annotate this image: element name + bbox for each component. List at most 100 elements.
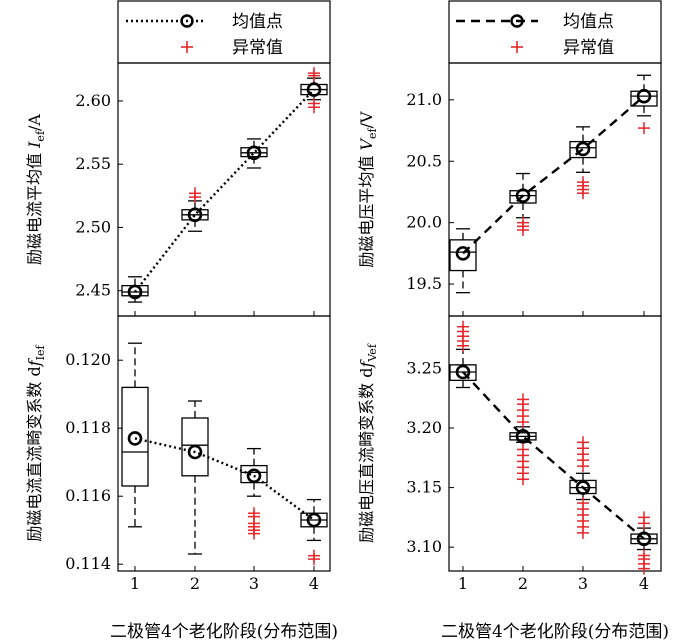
y-axis-label: 励磁电流直流畸变系数 dfIef — [25, 344, 47, 541]
legend-right-outlier-marker — [511, 41, 523, 53]
x-axis-label-left: 二极管4个老化阶段(分布范围) — [110, 622, 338, 642]
y-tick-label: 19.5 — [406, 274, 442, 293]
y-axis-label: 励磁电流平均值 Ief/A — [25, 114, 47, 265]
x-tick-label: 3 — [249, 574, 259, 593]
y-tick-label: 0.120 — [65, 350, 111, 369]
outlier-marker — [517, 443, 529, 456]
panel-bottom-left: 0.114 0.116 0.118 0.120 1 2 3 4 励磁电流直流畸变系数 dfIef — [25, 315, 331, 593]
mean-marker — [515, 429, 531, 444]
outlier-marker — [577, 497, 589, 510]
mean-marker — [455, 246, 471, 261]
mean-marker — [246, 468, 262, 484]
panel-top-left: 2.45 2.50 2.55 2.60 励磁电流平均值 Ief/A — [25, 62, 331, 317]
outlier-marker — [638, 122, 650, 135]
mean-marker — [575, 480, 591, 495]
box-4 — [300, 498, 328, 566]
outlier-marker — [577, 436, 589, 449]
y-tick-label: 3.20 — [406, 418, 442, 437]
x-tick-label: 1 — [130, 574, 140, 593]
axes-frame — [448, 315, 662, 572]
y-tick-label: 20.0 — [406, 213, 442, 232]
box-4 — [300, 67, 328, 114]
legend-left-outlier-label: 异常值 — [232, 38, 283, 58]
outlier-marker — [308, 97, 320, 110]
y-axis-label: 励磁电压直流畸变系数 dfVef — [357, 343, 379, 543]
box-2 — [509, 393, 537, 486]
legend-right-outlier-label: 异常值 — [563, 38, 614, 58]
outlier-marker — [248, 507, 260, 520]
box-1 — [449, 228, 477, 294]
x-axis-label-right: 二极管4个老化阶段(分布范围) — [441, 622, 669, 642]
legend-left-frame — [117, 0, 331, 64]
y-tick-label: 3.10 — [406, 537, 442, 556]
mean-marker — [187, 207, 203, 223]
mean-line — [134, 88, 315, 293]
legend-right-mean-label: 均值点 — [563, 12, 614, 32]
box-4 — [630, 511, 658, 575]
outlier-marker — [577, 176, 589, 189]
y-tick-label: 0.118 — [65, 418, 111, 437]
y-tick-label: 20.5 — [406, 151, 442, 170]
panel-top-right: 19.5 20.0 20.5 21.0 励磁电压平均值 Vef/V — [357, 62, 662, 317]
mean-line — [462, 371, 645, 540]
legend-left-mean-label: 均值点 — [232, 12, 283, 32]
y-tick-label: 21.0 — [406, 90, 442, 109]
axes-frame — [117, 62, 331, 317]
axes-frame — [448, 62, 662, 317]
y-tick-label: 2.45 — [75, 281, 111, 300]
mean-marker — [636, 88, 652, 104]
mean-marker — [636, 531, 652, 547]
legend-left-outlier-marker — [181, 41, 193, 53]
outlier-marker — [308, 549, 320, 562]
legend-right-mean-marker — [510, 14, 524, 28]
x-tick-label: 2 — [518, 574, 528, 593]
outlier-marker — [638, 549, 650, 562]
box-2 — [181, 400, 209, 555]
x-tick-label: 3 — [578, 574, 588, 593]
mean-marker — [455, 364, 471, 380]
y-axis-label: 励磁电压平均值 Vef/V — [357, 111, 379, 268]
mean-marker — [515, 188, 531, 203]
axes-frame — [117, 315, 331, 572]
mean-marker — [306, 512, 322, 528]
y-tick-label: 2.55 — [75, 154, 111, 173]
panel-bottom-right: 3.10 3.15 3.20 3.25 1 2 3 4 励磁电压直流畸变系数 dfVef — [357, 315, 662, 593]
mean-marker — [575, 141, 591, 157]
box-2 — [509, 172, 537, 237]
legend-left-mean-marker — [180, 14, 194, 28]
outlier-marker — [457, 320, 469, 333]
y-tick-label: 3.25 — [406, 358, 442, 377]
y-tick-label: 0.114 — [65, 554, 111, 573]
box-iqr — [449, 239, 477, 272]
outlier-marker — [189, 187, 201, 200]
legend-left: 均值点 异常值 — [117, 0, 331, 64]
mean-marker — [246, 145, 262, 161]
x-tick-label: 1 — [458, 574, 468, 593]
y-tick-label: 2.60 — [75, 91, 111, 110]
mean-marker — [127, 431, 143, 446]
mean-marker — [306, 82, 322, 97]
legend-right-frame — [448, 0, 662, 64]
mean-marker — [127, 284, 143, 300]
box-3 — [240, 447, 268, 540]
outlier-marker — [638, 511, 650, 524]
y-tick-label: 3.15 — [406, 478, 442, 497]
mean-marker — [187, 444, 203, 460]
box-iqr — [121, 386, 149, 487]
x-tick-label: 4 — [639, 574, 649, 593]
y-tick-label: 2.50 — [75, 217, 111, 236]
mean-line — [134, 437, 315, 521]
box-iqr — [240, 464, 268, 484]
outlier-marker — [517, 216, 529, 229]
legend-right: 均值点 异常值 — [448, 0, 662, 64]
box-3 — [569, 126, 597, 200]
outlier-marker — [308, 67, 320, 80]
mean-line — [462, 95, 645, 255]
y-tick-label: 0.116 — [65, 486, 111, 505]
outlier-marker — [517, 393, 529, 406]
box-1 — [121, 342, 149, 528]
x-tick-label: 4 — [309, 574, 319, 593]
x-tick-label: 2 — [190, 574, 200, 593]
